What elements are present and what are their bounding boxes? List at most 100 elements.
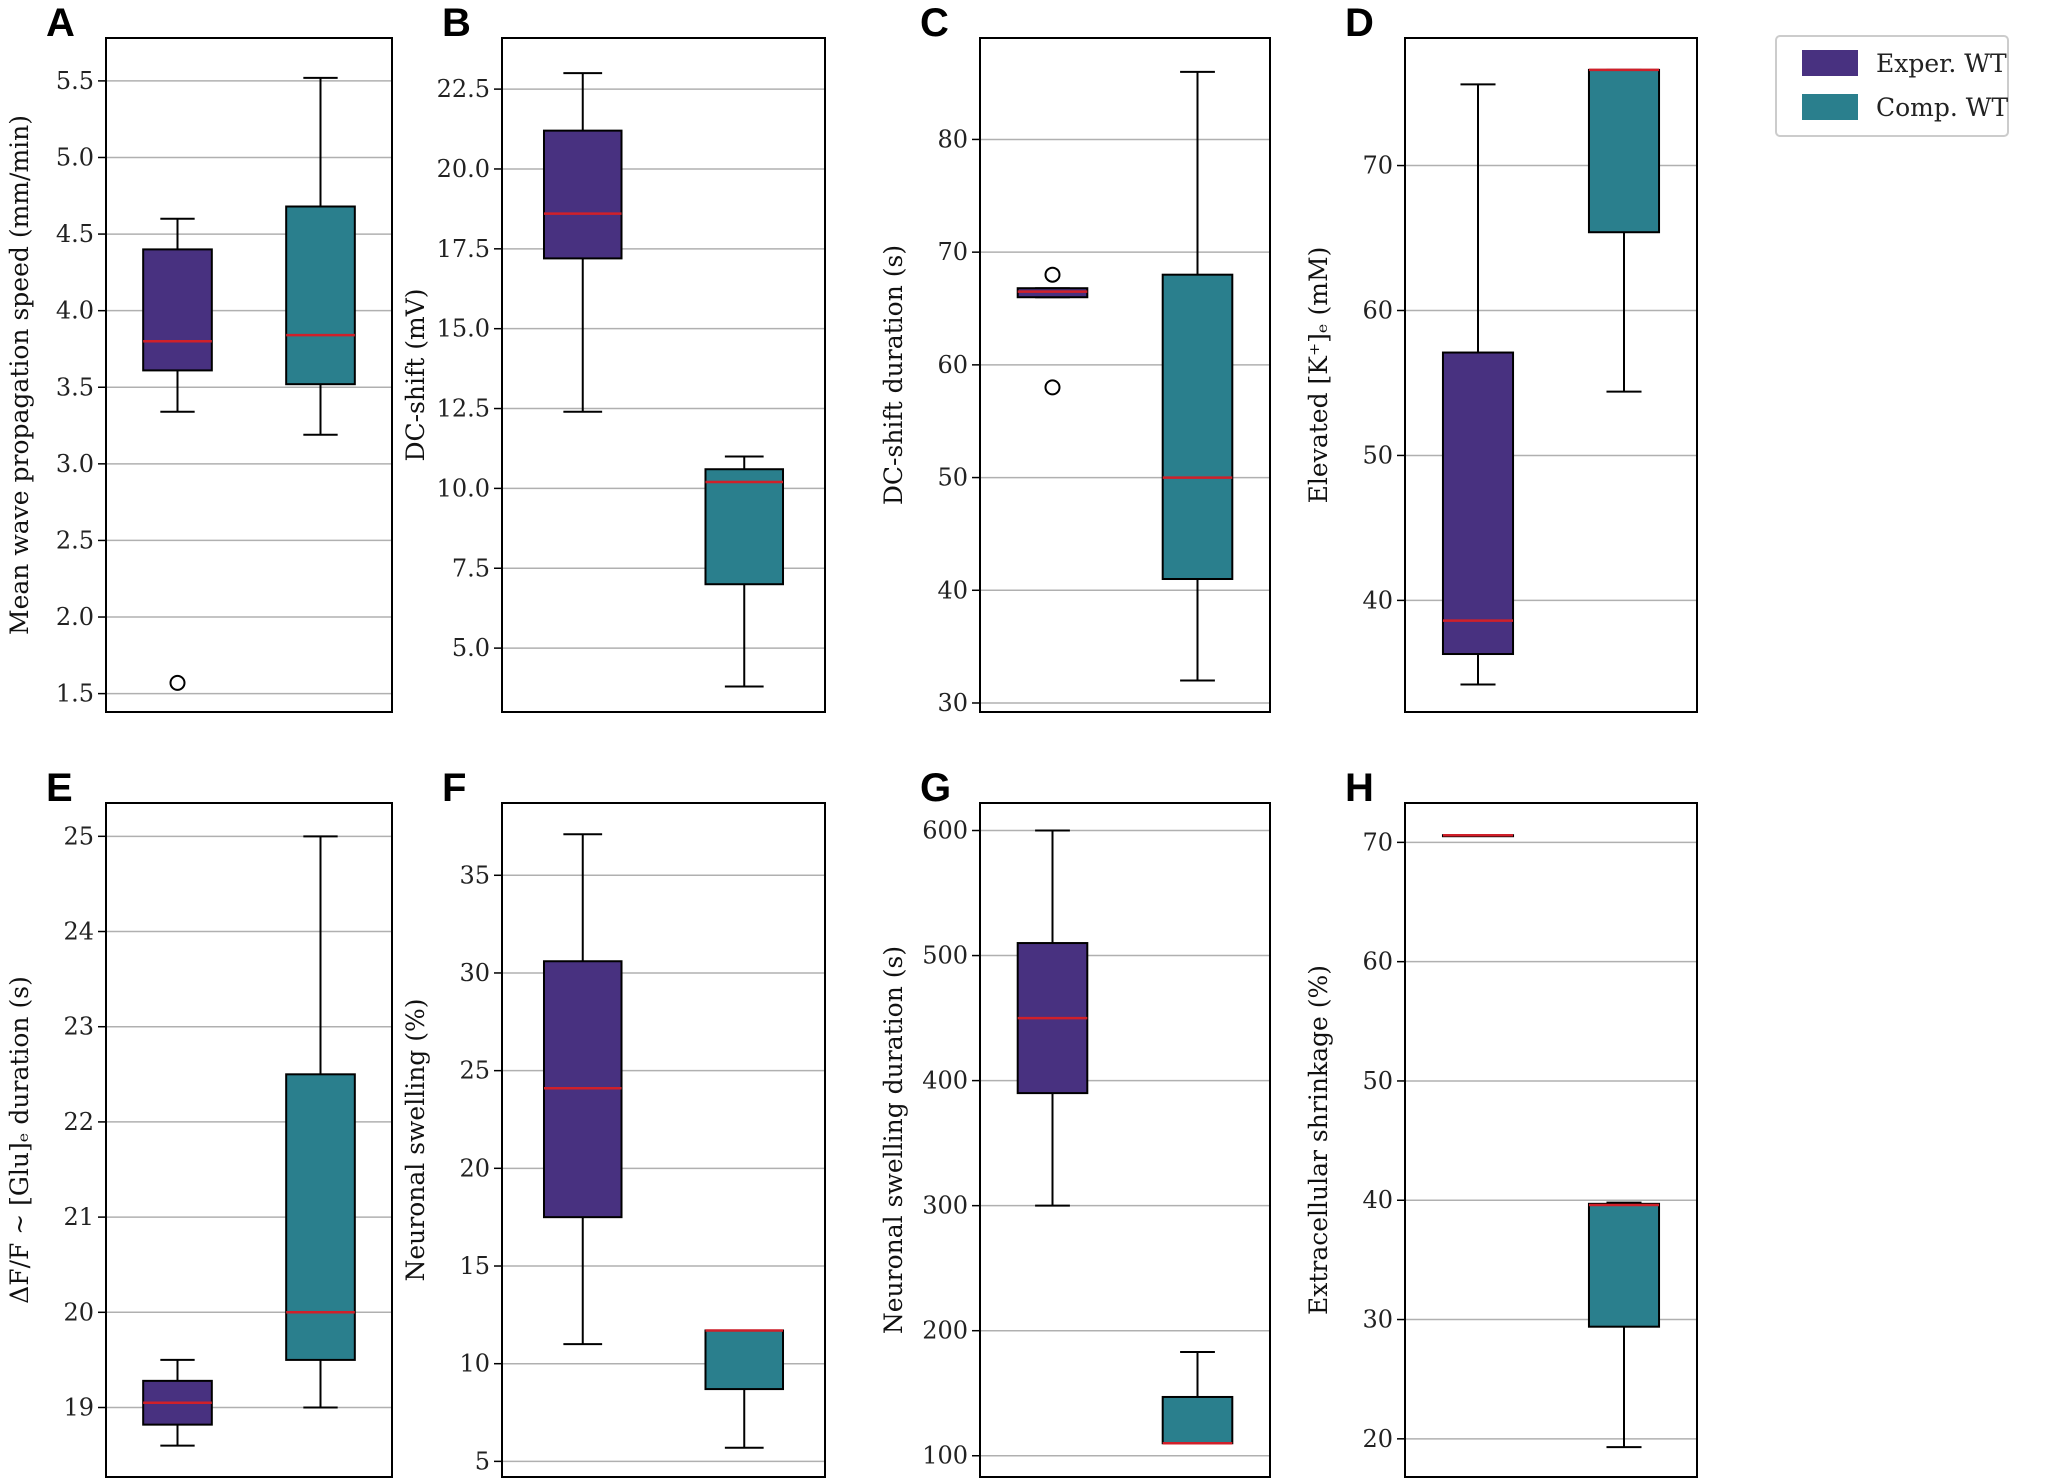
y-tick-label: 600 [922,817,968,845]
box-exper [542,72,623,413]
y-tick-label: 20 [459,1154,490,1182]
y-tick-label: 70 [937,238,968,266]
y-tick-label: 60 [1362,296,1393,324]
y-tick-label: 3.5 [56,373,94,401]
y-tick-label: 60 [1362,948,1393,976]
axes-frame [1404,37,1698,713]
y-tick-label: 4.0 [56,297,94,325]
y-tick-label: 200 [922,1317,968,1345]
box-comp [704,455,785,688]
y-tick-label: 5 [475,1447,490,1475]
y-axis-label: Mean wave propagation speed (mm/min) [5,115,34,635]
y-tick-label: 70 [1362,828,1393,856]
y-axis-label: Neuronal swelling (%) [401,998,430,1281]
panel-letter: A [46,1,75,45]
y-tick-label: 10 [459,1350,490,1378]
y-tick-label: 70 [1362,152,1393,180]
y-tick-label: 35 [459,861,490,889]
panel-c: 30 40 50 60 70 80 DC-shift duration (s) C [879,1,1271,717]
y-axis-label: DC-shift (mV) [401,288,430,461]
y-tick-label: 50 [937,464,968,492]
box-comp [1161,1350,1234,1445]
y-tick-label: 5.0 [452,634,490,662]
axes-frame [501,802,826,1478]
y-tick-label: 500 [922,942,968,970]
outlier-point [1044,266,1061,283]
y-tick-label: 25 [459,1057,490,1085]
y-tick-label: 80 [937,125,968,153]
y-tick-label: 50 [1362,441,1393,469]
axes-frame [501,37,826,713]
box-exper [1016,829,1089,1207]
y-tick-label: 22.5 [437,75,490,103]
panel-letter: H [1345,766,1374,810]
y-tick-label: 3.0 [56,450,94,478]
y-axis-label: Extracellular shrinkage (%) [1304,965,1333,1315]
y-tick-label: 100 [922,1442,968,1470]
panel-b: 5.0 7.5 10.0 12.5 15.0 17.5 20.0 22.5 DC-shift (… [401,1,826,713]
box-exper [1441,833,1515,838]
legend-label-comp: Comp. WT [1876,93,2008,122]
box-comp [1161,70,1234,682]
y-tick-label: 60 [937,351,968,379]
y-tick-label: 10.0 [437,474,490,502]
legend-swatch-comp [1802,94,1858,120]
y-tick-label: 1.5 [56,680,94,708]
box-exper [1441,83,1515,686]
y-tick-label: 15 [459,1252,490,1280]
y-tick-label: 24 [63,918,94,946]
y-tick-label: 30 [459,959,490,987]
box-body [1587,68,1661,234]
panel-letter: F [442,766,466,810]
y-tick-label: 21 [63,1203,94,1231]
y-tick-label: 23 [63,1013,94,1041]
panel-letter: G [920,766,951,810]
box-body [542,129,623,260]
box-comp [1587,68,1661,393]
y-tick-label: 7.5 [452,554,490,582]
y-tick-label: 2.5 [56,526,94,554]
box-comp [285,835,356,1409]
y-tick-label: 19 [63,1394,94,1422]
y-tick-label: 30 [937,689,968,717]
box-body [704,468,785,586]
panel-g: 100 200 300 400 500 600 Neuronal swelling dura… [879,766,1271,1478]
panel-letter: C [920,1,949,45]
y-axis-label: Elevated [K⁺]ₑ (mM) [1304,247,1333,504]
y-tick-label: 300 [922,1192,968,1220]
box-exper [142,217,213,691]
y-tick-label: 30 [1362,1306,1393,1334]
legend-swatch-exper [1802,50,1858,76]
y-tick-label: 5.5 [56,67,94,95]
box-body [285,205,356,386]
box-body [1441,351,1515,656]
y-tick-label: 17.5 [437,235,490,263]
y-axis-label: DC-shift duration (s) [879,245,908,505]
panel-letter: D [1345,1,1374,45]
y-axis-label: ΔF/F ~ [Glu]ₑ duration (s) [5,976,34,1304]
box-body [285,1073,356,1361]
y-tick-label: 40 [937,576,968,604]
box-body [704,1329,785,1391]
axes-frame [979,37,1271,713]
y-tick-label: 20.0 [437,155,490,183]
box-exper [542,833,623,1346]
box-comp [1587,1201,1661,1449]
outlier-point [169,674,186,691]
legend-label-exper: Exper. WT [1876,49,2007,78]
y-tick-label: 25 [63,822,94,850]
y-tick-label: 5.0 [56,143,94,171]
y-tick-label: 4.5 [56,220,94,248]
y-tick-label: 12.5 [437,395,490,423]
box-body [1161,1395,1234,1445]
y-tick-label: 20 [1362,1425,1393,1453]
y-tick-label: 40 [1362,586,1393,614]
y-tick-label: 15.0 [437,315,490,343]
panel-e: 19 20 21 22 23 24 25 ΔF/F ~ [Glu]ₑ duration (s)… [5,766,393,1478]
y-axis-label: Neuronal swelling duration (s) [879,946,908,1334]
y-tick-label: 50 [1362,1067,1393,1095]
panel-a: 1.5 2.0 2.5 3.0 3.5 4.0 4.5 5.0 5.5 Mean wave pro… [5,1,393,713]
axes-frame [1404,802,1698,1478]
y-tick-label: 400 [922,1067,968,1095]
